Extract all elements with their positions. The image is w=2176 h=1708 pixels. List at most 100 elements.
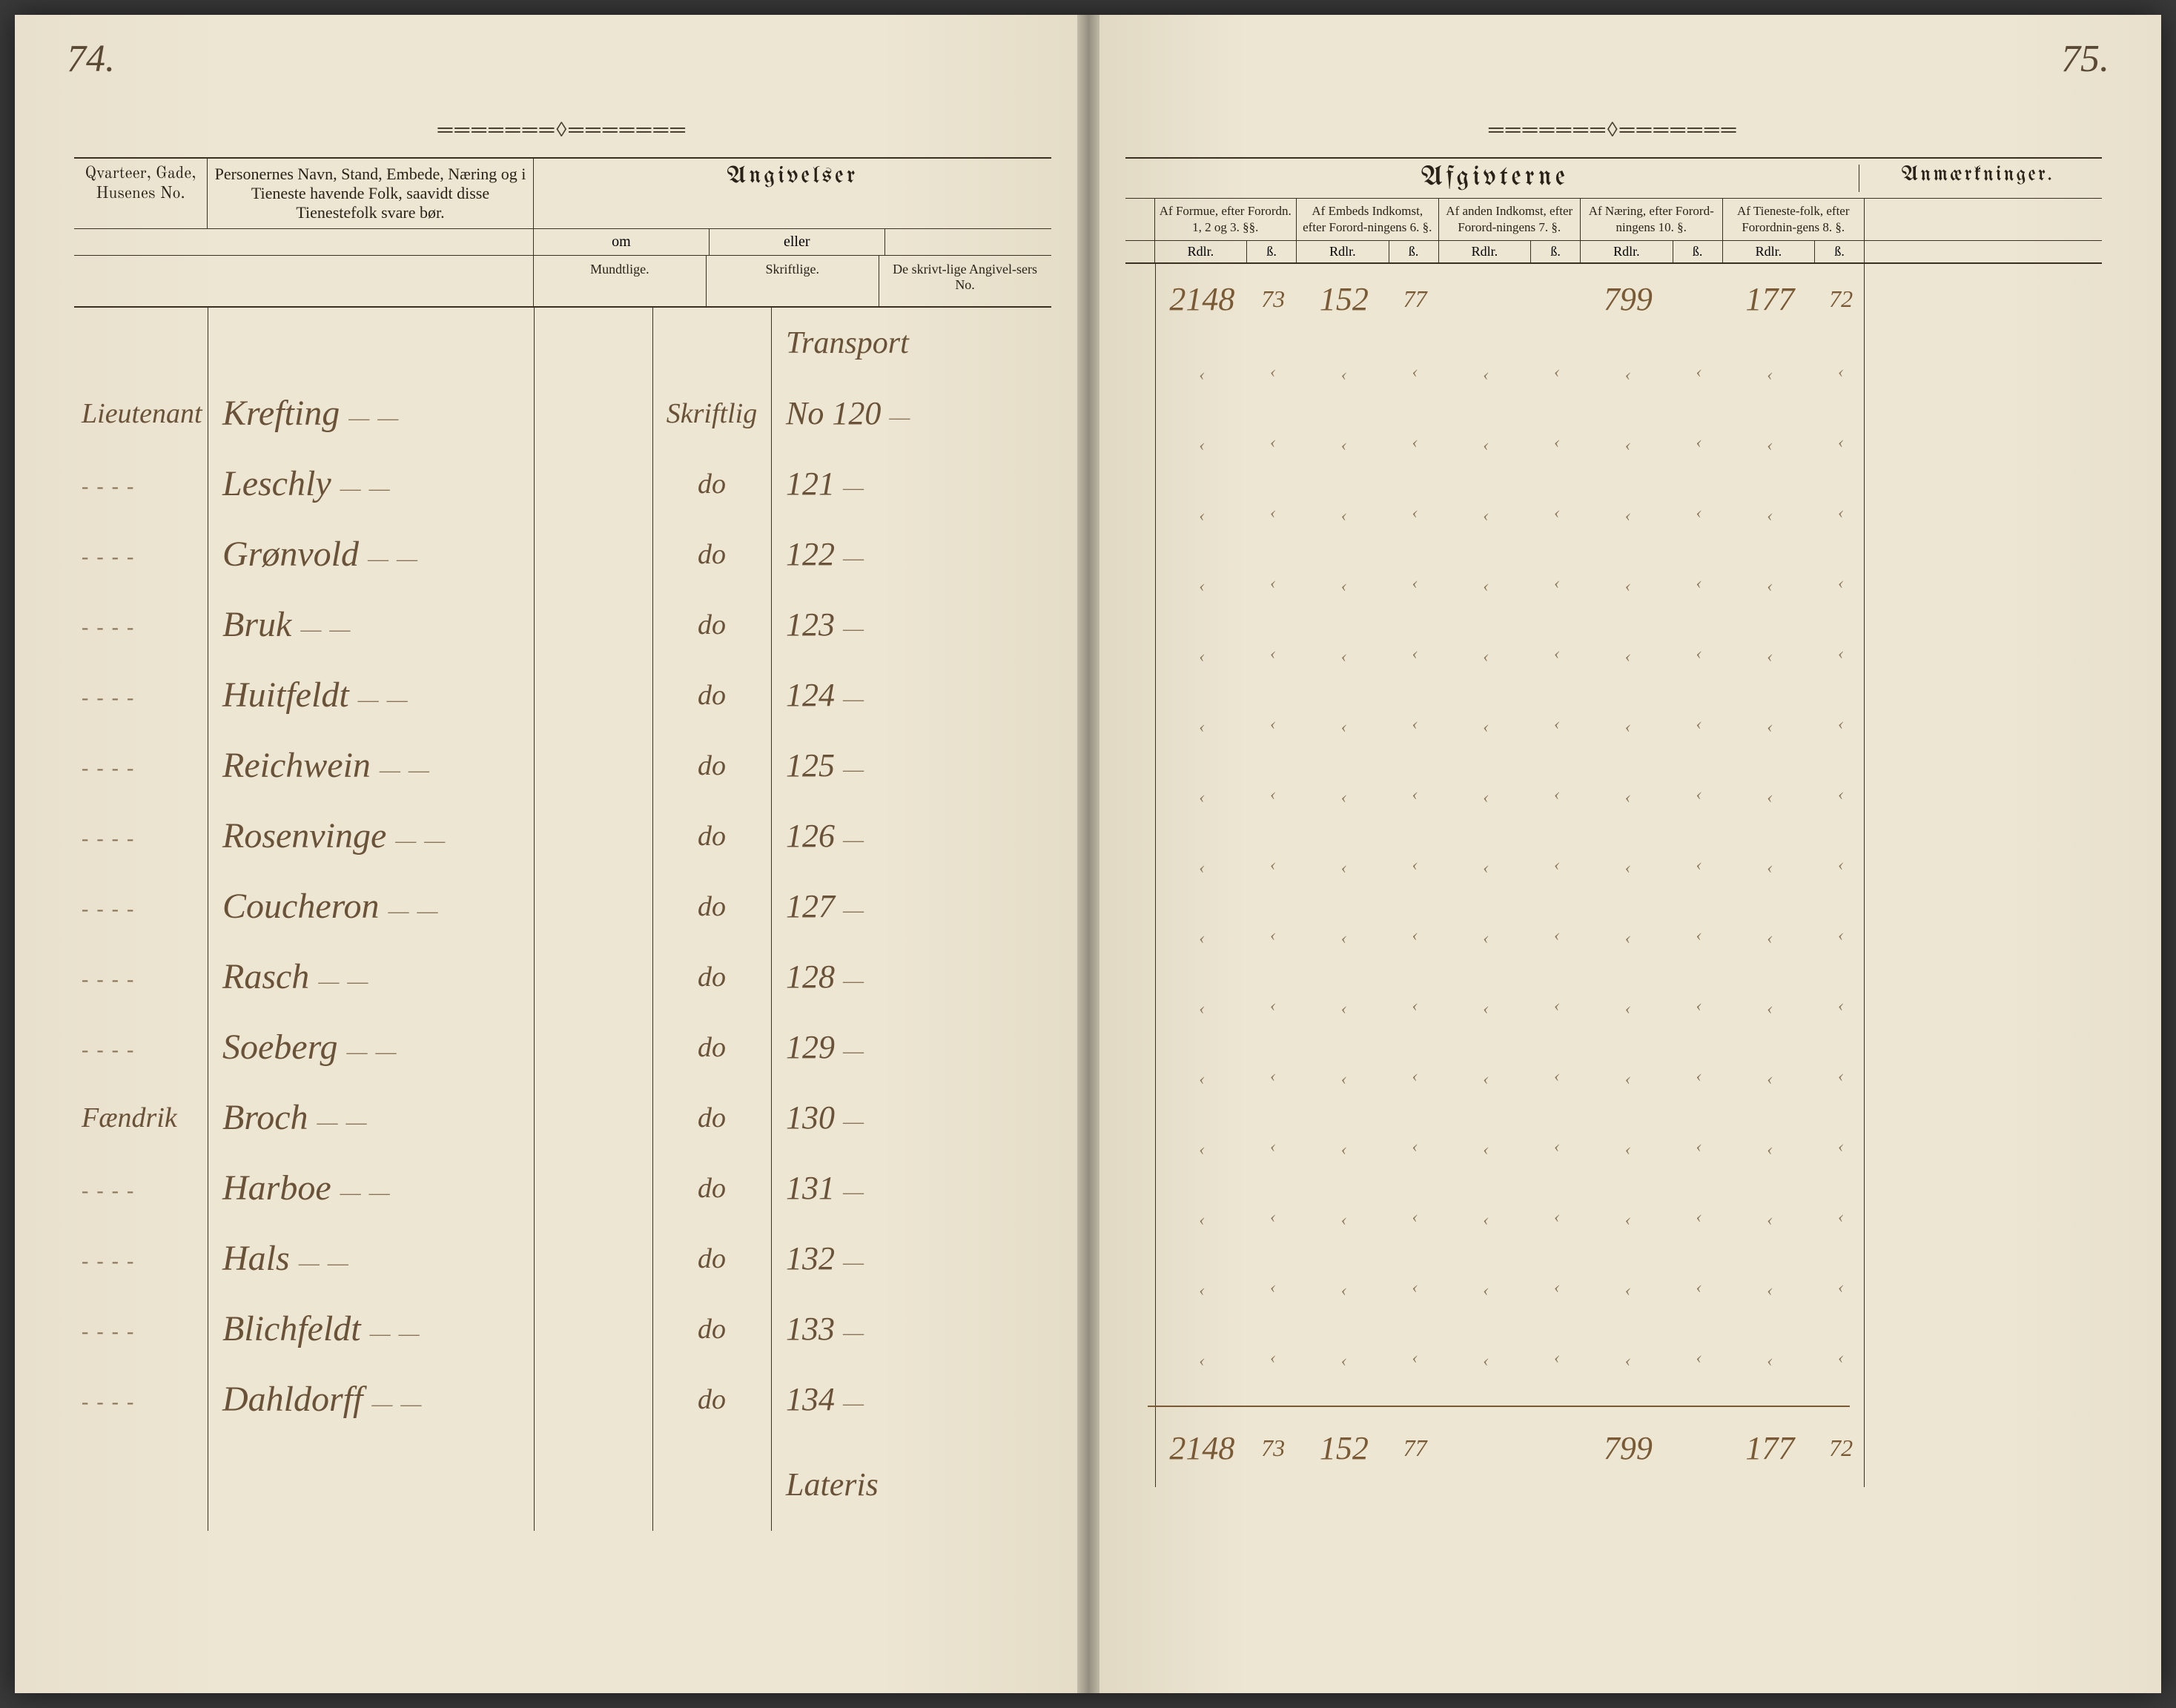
- cell-no: 121 —: [771, 465, 1051, 503]
- right-data-area: 214873 15277 799 17772 ‹‹‹‹‹‹‹‹‹‹‹‹‹‹‹‹‹…: [1125, 264, 2103, 1487]
- header-row-left: Qvarteer, Gade, Husenes No. Personernes …: [74, 157, 1051, 229]
- rdlr-3: Rdlr.: [1439, 241, 1532, 262]
- ledger-tick-row: ‹‹‹‹‹‹‹‹‹‹: [1125, 898, 2103, 968]
- tr-c2s: 77: [1392, 285, 1439, 313]
- ledger-tick-row: ‹‹‹‹‹‹‹‹‹‹: [1125, 1109, 2103, 1179]
- cell-name: Broch — —: [208, 1097, 534, 1138]
- cell-no: 126 —: [771, 817, 1051, 855]
- tr-c5: 177: [1723, 280, 1818, 318]
- ledger-tick-row: ‹‹‹‹‹‹‹‹‹‹: [1125, 616, 2103, 686]
- ledger-row: - - - - Bruk — — do 123 —: [74, 589, 1051, 660]
- cell-name: Hals — —: [208, 1238, 534, 1279]
- rdlr-4: Rdlr.: [1581, 241, 1673, 262]
- subheader-om: om: [534, 229, 710, 255]
- ledger-tick-row: ‹‹‹‹‹‹‹‹‹‹: [1125, 475, 2103, 546]
- ledger-row: - - - - Grønvold — — do 122 —: [74, 519, 1051, 589]
- tr-c2: 152: [1297, 280, 1392, 318]
- ledger-row: Fændrik Broch — — do 130 —: [74, 1082, 1051, 1153]
- cell-skriftlige: do: [652, 538, 771, 571]
- transport-row: Transport: [74, 308, 1051, 378]
- ledger-tick-row: ‹‹‹‹‹‹‹‹‹‹: [1125, 1320, 2103, 1391]
- subheader-mundtlige: Mundtlige.: [534, 256, 707, 306]
- lateris-values-row: 214873 15277 799 17772: [1125, 1413, 2103, 1483]
- cell-name: Harboe — —: [208, 1168, 534, 1208]
- left-data-area: Transport Lieutenant Krefting — — Skrift…: [74, 308, 1051, 1531]
- cell-no: 130 —: [771, 1099, 1051, 1136]
- transport-label: Transport: [771, 325, 1051, 361]
- ledger-tick-row: ‹‹‹‹‹‹‹‹‹‹: [1125, 1250, 2103, 1320]
- cell-no: 131 —: [771, 1169, 1051, 1207]
- cell-no: 129 —: [771, 1028, 1051, 1066]
- cell-skriftlige: Skriftlig: [652, 397, 771, 430]
- ledger-row: - - - - Reichwein — — do 125 —: [74, 730, 1051, 801]
- afgivterne-header: Afgivterne Anmærkninger.: [1125, 157, 2103, 199]
- lat-c1s: 73: [1249, 1434, 1297, 1462]
- cell-rank: - - - -: [74, 1383, 208, 1416]
- subheader-no: De skrivt-lige Angivel-sers No.: [879, 256, 1051, 306]
- lateris-label: Lateris: [771, 1466, 1051, 1503]
- cell-name: Bruk — —: [208, 604, 534, 645]
- cell-rank: - - - -: [74, 961, 208, 993]
- cell-rank: - - - -: [74, 468, 208, 500]
- cell-no: 125 —: [771, 747, 1051, 784]
- cell-rank: - - - -: [74, 609, 208, 641]
- ledger-row: - - - - Leschly — — do 121 —: [74, 448, 1051, 519]
- book-spine: [1077, 15, 1099, 1693]
- ledger-tick-row: ‹‹‹‹‹‹‹‹‹‹: [1125, 686, 2103, 757]
- lat-c5s: 72: [1817, 1434, 1865, 1462]
- afgivterne-title: Afgivterne: [1131, 165, 1859, 192]
- cell-name: Soeberg — —: [208, 1027, 534, 1068]
- cell-no: 133 —: [771, 1310, 1051, 1348]
- ledger-row: - - - - Hals — — do 132 —: [74, 1223, 1051, 1294]
- subheader-eller: eller: [710, 229, 885, 255]
- cell-skriftlige: do: [652, 1242, 771, 1275]
- afg-col-1: Af Formue, efter Forordn. 1, 2 og 3. §§.: [1155, 199, 1297, 240]
- ledger-row: - - - - Rasch — — do 128 —: [74, 941, 1051, 1012]
- afg-col-3: Af anden Indkomst, efter Forord-ningens …: [1439, 199, 1581, 240]
- cell-name: Blichfeldt — —: [208, 1308, 534, 1349]
- cell-rank: - - - -: [74, 890, 208, 923]
- cell-no: 128 —: [771, 958, 1051, 996]
- cell-rank: - - - -: [74, 538, 208, 571]
- tr-c5s: 72: [1817, 285, 1865, 313]
- page-number-left: 74.: [67, 37, 115, 81]
- ledger-tick-row: ‹‹‹‹‹‹‹‹‹‹: [1125, 1039, 2103, 1109]
- cell-name: Dahldorff — —: [208, 1379, 534, 1420]
- ledger-tick-row: ‹‹‹‹‹‹‹‹‹‹: [1125, 827, 2103, 898]
- cell-skriftlige: do: [652, 609, 771, 641]
- subheader-row2: Mundtlige. Skriftlige. De skrivt-lige An…: [74, 256, 1051, 308]
- ledger-row: - - - - Harboe — — do 131 —: [74, 1153, 1051, 1223]
- subheader-row: om eller: [74, 229, 1051, 256]
- cell-rank: - - - -: [74, 1031, 208, 1064]
- cell-skriftlige: do: [652, 1313, 771, 1345]
- cell-name: Leschly — —: [208, 463, 534, 504]
- subheader-skriftlige: Skriftlige.: [707, 256, 879, 306]
- cell-rank: - - - -: [74, 1313, 208, 1345]
- cell-rank: - - - -: [74, 820, 208, 853]
- tr-c1: 2148: [1155, 280, 1250, 318]
- cell-no: 134 —: [771, 1380, 1051, 1418]
- afg-col-2: Af Embeds Indkomst, efter Forord-ningens…: [1297, 199, 1439, 240]
- cell-no: 132 —: [771, 1239, 1051, 1277]
- right-page: 75. ═══════◊═══════ Afgivterne Anmærknin…: [1088, 15, 2162, 1693]
- ornament-left: ═══════◊═══════: [74, 119, 1051, 142]
- lat-c2: 152: [1297, 1429, 1392, 1467]
- ledger-tick-row: ‹‹‹‹‹‹‹‹‹‹: [1125, 546, 2103, 616]
- cell-rank: - - - -: [74, 1242, 208, 1275]
- cell-name: Huitfeldt — —: [208, 675, 534, 715]
- afg-col-5: Af Tieneste-folk, efter Forordnin-gens 8…: [1723, 199, 1865, 240]
- ledger-tick-row: ‹‹‹‹‹‹‹‹‹‹: [1125, 1179, 2103, 1250]
- transport-values-row: 214873 15277 799 17772: [1125, 264, 2103, 334]
- cell-no: No 120 —: [771, 394, 1051, 432]
- rdlr-2: Rdlr.: [1297, 241, 1389, 262]
- rdlr-5: Rdlr.: [1723, 241, 1816, 262]
- lat-c5: 177: [1723, 1429, 1818, 1467]
- cell-rank: - - - -: [74, 1172, 208, 1205]
- cell-skriftlige: do: [652, 1102, 771, 1134]
- cell-name: Krefting — —: [208, 393, 534, 434]
- cell-rank: Lieutenant: [74, 397, 208, 430]
- ledger-tick-row: ‹‹‹‹‹‹‹‹‹‹: [1125, 405, 2103, 475]
- beta-1: ß.: [1247, 241, 1296, 262]
- cell-skriftlige: do: [652, 890, 771, 923]
- cell-skriftlige: do: [652, 679, 771, 712]
